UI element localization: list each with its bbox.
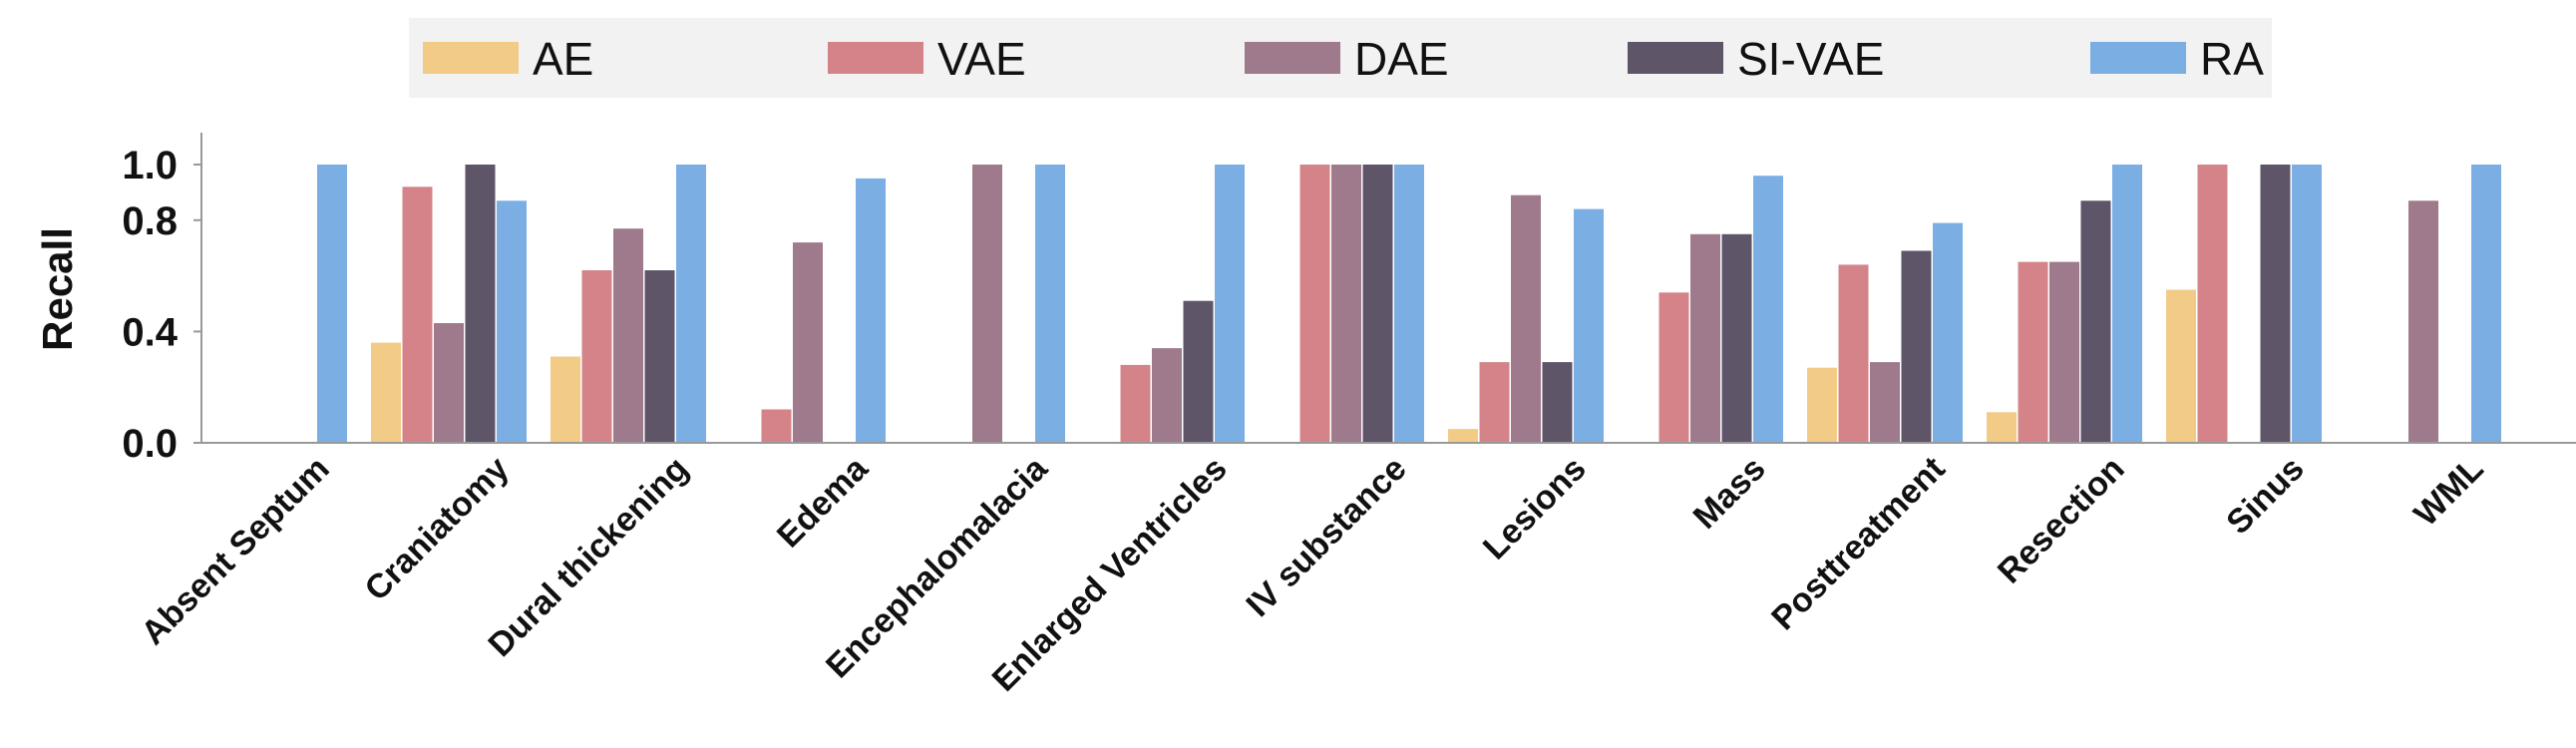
bar-ae-3 bbox=[551, 356, 580, 443]
x-tick-label: Dural thickening bbox=[481, 450, 695, 664]
bar-vae-6 bbox=[1120, 364, 1151, 443]
bar-vae-8 bbox=[1479, 362, 1510, 443]
legend-label-si-vae: SI-VAE bbox=[1737, 33, 1884, 85]
y-ticks: 0.0 0.4 0.8 1.0 bbox=[122, 144, 201, 466]
x-tick-label: Craniatomy bbox=[358, 450, 517, 608]
x-tick-label: Edema bbox=[770, 449, 876, 555]
bar-ra-5 bbox=[1035, 165, 1065, 443]
bar-ra-10 bbox=[1933, 222, 1963, 443]
bar-ra-4 bbox=[856, 178, 886, 443]
bar-vae-10 bbox=[1838, 264, 1869, 443]
bar-si-vae-9 bbox=[1721, 233, 1752, 444]
bar-ae-8 bbox=[1448, 429, 1478, 443]
bar-ra-6 bbox=[1215, 165, 1245, 443]
y-tick-label: 0.0 bbox=[122, 422, 178, 466]
legend: AE VAE DAE SI-VAE RA bbox=[423, 33, 2264, 85]
x-tick-label: Posttreatment bbox=[1764, 450, 1953, 638]
legend-label-ae: AE bbox=[533, 33, 593, 85]
bar-vae-2 bbox=[402, 187, 433, 444]
bar-dae-7 bbox=[1331, 165, 1361, 443]
bar-dae-6 bbox=[1152, 348, 1182, 443]
bar-ra-9 bbox=[1753, 176, 1783, 443]
bar-dae-13 bbox=[2408, 200, 2438, 443]
bar-ae-2 bbox=[371, 342, 401, 443]
bar-ra-13 bbox=[2471, 165, 2501, 443]
legend-swatch-ra bbox=[2090, 42, 2186, 74]
bar-ra-7 bbox=[1394, 165, 1424, 443]
legend-swatch-vae bbox=[828, 42, 923, 74]
bar-dae-2 bbox=[434, 323, 464, 443]
bar-dae-4 bbox=[793, 242, 823, 443]
bar-si-vae-2 bbox=[465, 165, 496, 443]
bar-ra-3 bbox=[676, 165, 706, 443]
legend-swatch-dae bbox=[1245, 42, 1340, 74]
bar-ae-11 bbox=[1987, 412, 2017, 443]
legend-swatch-si-vae bbox=[1628, 42, 1723, 74]
bar-ae-12 bbox=[2166, 289, 2196, 443]
bar-si-vae-7 bbox=[1362, 165, 1393, 443]
bar-dae-10 bbox=[1870, 362, 1900, 443]
bar-si-vae-12 bbox=[2260, 165, 2291, 443]
bar-si-vae-6 bbox=[1183, 300, 1214, 443]
x-tick-label: WML bbox=[2406, 450, 2490, 534]
y-axis-label: Recall bbox=[34, 227, 81, 351]
bar-dae-11 bbox=[2049, 261, 2079, 443]
bar-vae-11 bbox=[2018, 261, 2048, 443]
bar-vae-4 bbox=[761, 409, 792, 443]
bar-si-vae-3 bbox=[644, 270, 675, 443]
bar-dae-9 bbox=[1690, 233, 1720, 444]
x-tick-label: Sinus bbox=[2219, 450, 2311, 542]
bar-ra-2 bbox=[497, 200, 527, 443]
bar-ra-8 bbox=[1574, 208, 1604, 443]
legend-label-ra: RA bbox=[2200, 33, 2264, 85]
x-tick-label: Resection bbox=[1991, 450, 2132, 591]
legend-label-vae: VAE bbox=[937, 33, 1026, 85]
bar-vae-9 bbox=[1658, 292, 1689, 443]
bar-ra-12 bbox=[2292, 165, 2322, 443]
bar-ra-11 bbox=[2112, 165, 2142, 443]
legend-swatch-ae bbox=[423, 42, 519, 74]
bar-ae-10 bbox=[1807, 367, 1837, 443]
x-tick-label: Mass bbox=[1686, 450, 1773, 537]
legend-label-dae: DAE bbox=[1354, 33, 1449, 85]
bar-dae-5 bbox=[972, 165, 1002, 443]
bar-vae-3 bbox=[581, 270, 612, 443]
y-tick-label: 0.4 bbox=[122, 310, 178, 354]
bar-si-vae-10 bbox=[1901, 250, 1932, 443]
bar-dae-3 bbox=[613, 228, 643, 443]
x-tick-label: Absent Septum bbox=[134, 450, 336, 652]
x-tick-label: Lesions bbox=[1476, 450, 1594, 567]
bars bbox=[317, 165, 2501, 444]
x-tick-label: IV substance bbox=[1239, 450, 1413, 624]
bar-ra-1 bbox=[317, 165, 347, 443]
y-tick-label: 0.8 bbox=[122, 199, 178, 243]
bar-dae-8 bbox=[1511, 194, 1541, 443]
bar-si-vae-11 bbox=[2080, 200, 2111, 443]
bar-vae-7 bbox=[1299, 165, 1330, 443]
bar-vae-12 bbox=[2197, 165, 2228, 443]
y-tick-label: 1.0 bbox=[122, 144, 178, 187]
bar-si-vae-8 bbox=[1542, 362, 1573, 443]
